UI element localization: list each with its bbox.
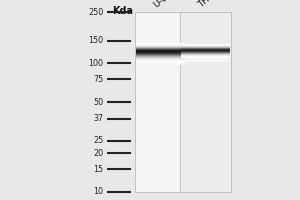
Bar — [181, 53, 230, 54]
Bar — [136, 62, 185, 63]
Bar — [181, 52, 230, 53]
Bar — [136, 46, 185, 47]
Text: 100: 100 — [88, 59, 104, 68]
Bar — [180, 12, 231, 192]
Text: U-87: U-87 — [152, 0, 174, 10]
Text: 150: 150 — [88, 36, 104, 45]
Text: 15: 15 — [93, 165, 103, 174]
Bar — [181, 50, 230, 51]
Bar — [181, 45, 230, 46]
Text: 20: 20 — [93, 149, 103, 158]
Text: Kda: Kda — [112, 6, 134, 16]
Text: 250: 250 — [88, 8, 103, 17]
Bar — [136, 53, 185, 54]
Bar — [136, 60, 185, 61]
Bar — [181, 48, 230, 49]
Text: 37: 37 — [93, 114, 103, 123]
Bar — [136, 44, 185, 45]
Text: 10: 10 — [94, 188, 103, 196]
Bar — [181, 47, 230, 48]
Bar — [136, 51, 185, 52]
Bar — [136, 58, 185, 59]
Bar — [181, 56, 230, 57]
Bar — [181, 54, 230, 55]
Bar — [136, 57, 185, 58]
Bar — [181, 57, 230, 58]
Bar — [136, 54, 185, 55]
Bar — [136, 48, 185, 49]
Bar — [181, 46, 230, 47]
Text: 25: 25 — [93, 136, 103, 145]
Bar — [136, 61, 185, 62]
Bar — [136, 50, 185, 51]
Bar — [136, 43, 185, 44]
Text: 50: 50 — [93, 98, 103, 107]
Bar — [136, 47, 185, 48]
Bar — [136, 52, 185, 53]
Bar — [181, 49, 230, 50]
Bar — [181, 51, 230, 52]
Bar — [181, 44, 230, 45]
Bar — [136, 49, 185, 50]
Text: 75: 75 — [93, 75, 103, 84]
Bar — [136, 55, 185, 56]
Bar — [135, 12, 186, 192]
Bar — [136, 59, 185, 60]
Bar — [181, 55, 230, 56]
Bar — [136, 45, 185, 46]
Bar — [136, 56, 185, 57]
Text: THP-1: THP-1 — [197, 0, 223, 10]
